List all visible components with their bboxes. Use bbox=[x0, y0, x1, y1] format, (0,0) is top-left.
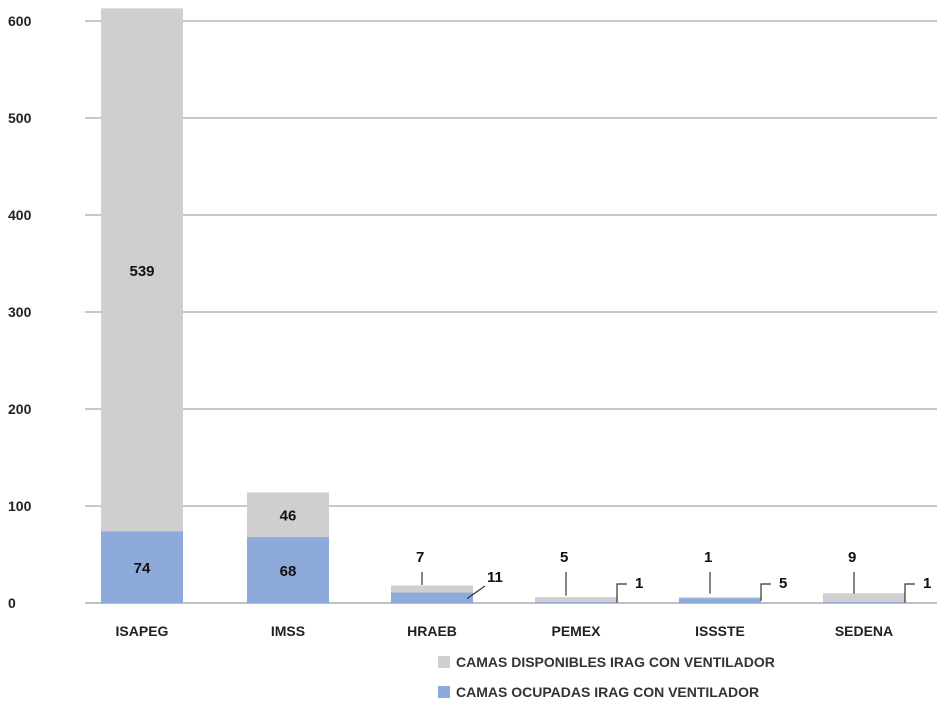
y-tick-label: 100 bbox=[8, 498, 32, 514]
bar-disponibles bbox=[679, 597, 761, 599]
bar-disponibles bbox=[823, 593, 905, 603]
legend-label-ocupadas: CAMAS OCUPADAS IRAG CON VENTILADOR bbox=[456, 684, 760, 700]
data-label-ocupadas: 11 bbox=[487, 569, 503, 586]
bar-disponibles bbox=[535, 597, 617, 603]
gridlines bbox=[85, 20, 937, 604]
category-label: ISSSTE bbox=[695, 623, 745, 639]
category-label: IMSS bbox=[271, 623, 305, 639]
category-label: PEMEX bbox=[551, 623, 601, 639]
legend-item-disponibles: CAMAS DISPONIBLES IRAG CON VENTILADOR bbox=[438, 652, 775, 672]
bar-ocupadas bbox=[101, 531, 183, 603]
leader-line-ocupadas bbox=[616, 583, 627, 603]
data-label-ocupadas: 5 bbox=[779, 575, 787, 592]
bar-ocupadas bbox=[679, 598, 761, 603]
legend-label-disponibles: CAMAS DISPONIBLES IRAG CON VENTILADOR bbox=[456, 654, 775, 670]
y-tick-label: 0 bbox=[8, 595, 16, 611]
category-label: HRAEB bbox=[407, 623, 457, 639]
y-tick-label: 300 bbox=[8, 304, 32, 320]
bar-ocupadas bbox=[247, 537, 329, 603]
data-label-disponibles: 46 bbox=[280, 508, 297, 525]
bar-ocupadas bbox=[823, 602, 905, 603]
data-label-ocupadas: 74 bbox=[134, 560, 151, 577]
data-label-disponibles: 9 bbox=[848, 549, 856, 566]
data-label-disponibles: 7 bbox=[416, 549, 424, 566]
data-label-ocupadas: 1 bbox=[923, 575, 931, 592]
data-label-ocupadas: 68 bbox=[280, 563, 297, 580]
data-label-disponibles: 539 bbox=[129, 263, 154, 280]
y-tick-label: 400 bbox=[8, 207, 32, 223]
bar-disponibles bbox=[101, 8, 183, 532]
legend-swatch-disponibles bbox=[438, 656, 450, 668]
category-labels: ISAPEG IMSS HRAEB PEMEX ISSSTE SEDENA bbox=[116, 623, 894, 639]
y-tick-label: 500 bbox=[8, 110, 32, 126]
legend-swatch-ocupadas bbox=[438, 686, 450, 698]
legend: CAMAS DISPONIBLES IRAG CON VENTILADOR CA… bbox=[438, 652, 775, 712]
data-label-disponibles: 1 bbox=[704, 549, 712, 566]
y-axis-tick-labels: 0 100 200 300 400 500 600 bbox=[8, 13, 32, 611]
bar-disponibles bbox=[391, 585, 473, 593]
data-label-ocupadas: 1 bbox=[635, 575, 643, 592]
category-label: SEDENA bbox=[835, 623, 893, 639]
bars bbox=[101, 8, 905, 603]
bar-disponibles bbox=[247, 492, 329, 538]
y-tick-label: 600 bbox=[8, 13, 32, 29]
data-label-disponibles: 5 bbox=[560, 549, 568, 566]
leader-line-ocupadas bbox=[904, 583, 915, 603]
y-tick-label: 200 bbox=[8, 401, 32, 417]
bar-ocupadas bbox=[391, 592, 473, 603]
bar-ocupadas bbox=[535, 602, 617, 603]
legend-item-ocupadas: CAMAS OCUPADAS IRAG CON VENTILADOR bbox=[438, 682, 775, 702]
leader-line-ocupadas bbox=[466, 585, 486, 600]
leader-line-ocupadas bbox=[760, 583, 771, 601]
category-label: ISAPEG bbox=[116, 623, 169, 639]
